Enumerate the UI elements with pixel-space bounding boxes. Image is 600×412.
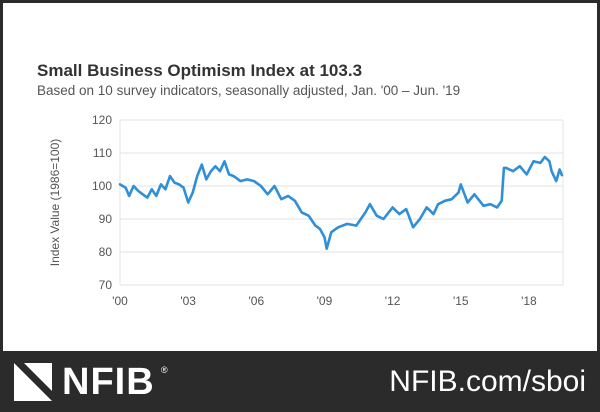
x-tick-label: '18 [521, 294, 537, 308]
line-chart: 70 80 90 100 110 120 '00 '03 '06 '09 '12 '15 '18 In… [48, 113, 564, 308]
x-tick-label: '12 [385, 294, 401, 308]
brand-name: NFIB [62, 361, 155, 403]
y-tick-label: 70 [99, 278, 113, 292]
chart-title: Small Business Optimism Index at 103.3 [37, 61, 363, 80]
x-tick-label: '06 [248, 294, 264, 308]
y-tick-label: 90 [99, 212, 113, 226]
x-tick-label: '03 [180, 294, 196, 308]
chart-grid [119, 119, 564, 286]
series-line [118, 155, 564, 250]
nfib-logo-icon [14, 363, 52, 401]
x-axis-ticks: '00 '03 '06 '09 '12 '15 '18 [112, 294, 537, 308]
chart-subtitle: Based on 10 survey indicators, seasonall… [37, 83, 461, 98]
x-tick-label: '15 [453, 294, 469, 308]
footer-url[interactable]: NFIB.com/sboi [389, 365, 586, 398]
footer-bar: NFIB ® NFIB.com/sboi [0, 351, 600, 412]
y-tick-label: 80 [99, 245, 113, 259]
y-tick-label: 120 [92, 113, 112, 127]
registered-mark: ® [161, 365, 168, 375]
x-tick-label: '09 [317, 294, 333, 308]
y-tick-label: 110 [93, 146, 112, 160]
y-tick-label: 100 [92, 179, 112, 193]
x-tick-label: '00 [112, 294, 128, 308]
y-axis-label: Index Value (1986=100) [48, 139, 62, 267]
y-axis-ticks: 70 80 90 100 110 120 [92, 113, 112, 292]
chart-panel: Small Business Optimism Index at 103.3 B… [0, 0, 600, 351]
